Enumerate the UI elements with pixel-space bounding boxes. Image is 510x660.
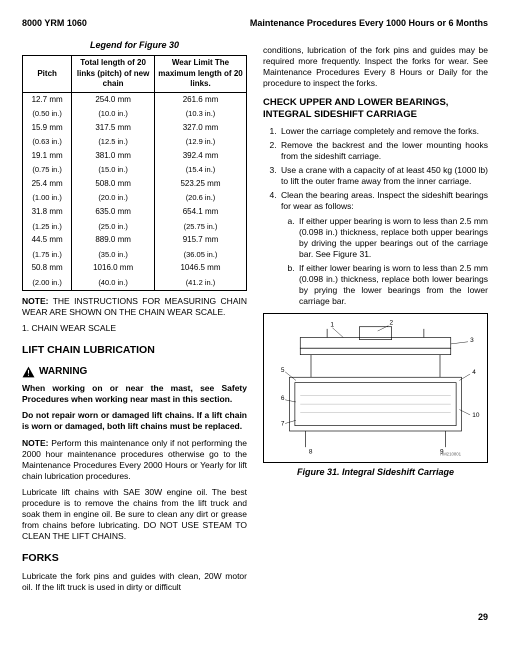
table-cell: 508.0 mm [72, 177, 155, 191]
col-header: Pitch [23, 56, 72, 92]
page-header: 8000 YRM 1060 Maintenance Procedures Eve… [22, 18, 488, 30]
table-cell: 44.5 mm [23, 233, 72, 247]
heading-forks: FORKS [22, 552, 247, 566]
table-cell: (36.05 in.) [154, 248, 246, 262]
header-left: 8000 YRM 1060 [22, 18, 87, 30]
para-forks: Lubricate the fork pins and guides with … [22, 571, 247, 593]
warning-label: WARNING [39, 365, 87, 378]
figure-31: 1 2 3 4 5 6 7 8 9 10 HM210801 [263, 313, 488, 463]
table-cell: (40.0 in.) [72, 276, 155, 290]
table-cell: (0.50 in.) [23, 107, 72, 121]
table-cell: 317.5 mm [72, 121, 155, 135]
svg-text:4: 4 [472, 369, 476, 376]
svg-text:5: 5 [281, 367, 285, 374]
table-cell: (10.0 in.) [72, 107, 155, 121]
table-cell: 327.0 mm [154, 121, 246, 135]
figure-31-caption: Figure 31. Integral Sideshift Carriage [263, 467, 488, 479]
table-cell: 392.4 mm [154, 149, 246, 163]
col-header: Wear Limit The maximum length of 20 link… [154, 56, 246, 92]
table-cell: (2.00 in.) [23, 276, 72, 290]
table-cell: (15.0 in.) [72, 163, 155, 177]
para-lubricate: Lubricate lift chains with SAE 30W engin… [22, 487, 247, 542]
table-cell: (25.75 in.) [154, 220, 246, 234]
step-item: Lower the carriage completely and remove… [279, 126, 488, 137]
warning-p1: When working on or near the mast, see Sa… [22, 383, 247, 405]
table-cell: (12.5 in.) [72, 135, 155, 149]
table-cell: 15.9 mm [23, 121, 72, 135]
table-cell: 254.0 mm [72, 92, 155, 107]
note-maintenance: NOTE: Perform this maintenance only if n… [22, 438, 247, 482]
steps-list: Lower the carriage completely and remove… [263, 126, 488, 308]
warning-icon [22, 366, 35, 378]
table-cell: 31.8 mm [23, 205, 72, 219]
warning-heading: WARNING [22, 365, 247, 378]
table-cell: (35.0 in.) [72, 248, 155, 262]
figure-31-svg: 1 2 3 4 5 6 7 8 9 10 HM210801 [268, 318, 483, 458]
figure-code: HM210801 [440, 452, 462, 457]
table-cell: 25.4 mm [23, 177, 72, 191]
table-cell: 19.1 mm [23, 149, 72, 163]
table-cell: 261.6 mm [154, 92, 246, 107]
table-cell: (12.9 in.) [154, 135, 246, 149]
table-cell: 523.25 mm [154, 177, 246, 191]
table-cell: (41.2 in.) [154, 276, 246, 290]
table-cell: 635.0 mm [72, 205, 155, 219]
list-chain-wear-scale: 1. CHAIN WEAR SCALE [22, 323, 247, 334]
table-cell: (10.3 in.) [154, 107, 246, 121]
table-cell: 654.1 mm [154, 205, 246, 219]
step-item: Use a crane with a capacity of at least … [279, 165, 488, 187]
svg-text:3: 3 [470, 337, 474, 344]
para-continued: conditions, lubrication of the fork pins… [263, 45, 488, 89]
table-cell: 12.7 mm [23, 92, 72, 107]
table-cell: (1.00 in.) [23, 191, 72, 205]
table-cell: (20.0 in.) [72, 191, 155, 205]
table-cell: 50.8 mm [23, 261, 72, 275]
warning-p2: Do not repair worn or damaged lift chain… [22, 410, 247, 432]
table-cell: 1016.0 mm [72, 261, 155, 275]
svg-text:8: 8 [309, 449, 313, 456]
table-cell: 889.0 mm [72, 233, 155, 247]
step-item: Clean the bearing areas. Inspect the sid… [279, 190, 488, 307]
svg-text:10: 10 [472, 412, 480, 419]
right-column: conditions, lubrication of the fork pins… [263, 40, 488, 598]
svg-text:7: 7 [281, 421, 285, 428]
heading-check-bearings: CHECK UPPER AND LOWER BEARINGS, INTEGRAL… [263, 97, 488, 122]
substep-item: If either upper bearing is worn to less … [297, 216, 488, 260]
col-header: Total length of 20 links (pitch) of new … [72, 56, 155, 92]
page-number: 29 [22, 612, 488, 624]
table-cell: (1.25 in.) [23, 220, 72, 234]
table-cell: (15.4 in.) [154, 163, 246, 177]
table-cell: (25.0 in.) [72, 220, 155, 234]
legend-table: PitchTotal length of 20 links (pitch) of… [22, 55, 247, 290]
left-column: Legend for Figure 30 PitchTotal length o… [22, 40, 247, 598]
table-caption: Legend for Figure 30 [22, 40, 247, 52]
svg-text:1: 1 [330, 322, 334, 329]
heading-lift-chain: LIFT CHAIN LUBRICATION [22, 344, 247, 358]
table-cell: (0.75 in.) [23, 163, 72, 177]
header-right: Maintenance Procedures Every 1000 Hours … [250, 18, 488, 30]
table-cell: 915.7 mm [154, 233, 246, 247]
note-chain-wear: NOTE: THE INSTRUCTIONS FOR MEASURING CHA… [22, 296, 247, 318]
substep-item: If either lower bearing is worn to less … [297, 263, 488, 307]
table-cell: 1046.5 mm [154, 261, 246, 275]
table-cell: (1.75 in.) [23, 248, 72, 262]
step-item: Remove the backrest and the lower mounti… [279, 140, 488, 162]
table-cell: 381.0 mm [72, 149, 155, 163]
table-cell: (20.6 in.) [154, 191, 246, 205]
table-cell: (0.63 in.) [23, 135, 72, 149]
svg-text:2: 2 [389, 320, 393, 327]
substeps-list: If either upper bearing is worn to less … [281, 216, 488, 307]
svg-text:6: 6 [281, 395, 285, 402]
